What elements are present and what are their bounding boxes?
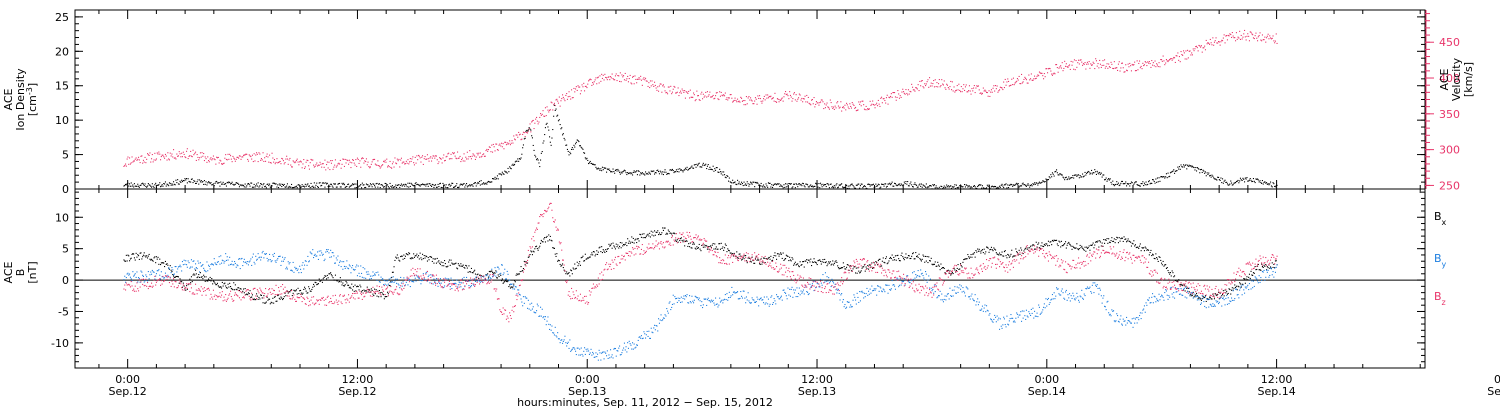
field-axis-tick-label: 5 [62, 243, 69, 256]
velocity-axis-tick-label: 350 [1439, 108, 1460, 121]
field-axis-title-line: [nT] [26, 261, 39, 283]
velocity-axis-tick-label: 250 [1439, 179, 1460, 192]
velocity-axis-tick-label: 450 [1439, 36, 1460, 49]
density-axis-tick-label: 25 [55, 11, 69, 24]
field-axis-tick-label: -10 [51, 337, 69, 350]
density-axis-tick-label: 0 [62, 183, 69, 196]
density-axis-tick-label: 5 [62, 149, 69, 162]
date-tick-label: Sep.12 [109, 385, 147, 398]
density-axis-title-line: [cm-3] [25, 83, 40, 116]
velocity-axis-title-line: [km/s] [1462, 62, 1475, 97]
date-tick-label: Sep.15 [1487, 385, 1500, 398]
date-tick-label: Sep.12 [338, 385, 376, 398]
field-axis-tick-label: 10 [55, 211, 69, 224]
velocity-axis-tick-label: 300 [1439, 144, 1460, 157]
legend-bz: Bz [1434, 290, 1446, 307]
field-axis-tick-label: -5 [58, 305, 69, 318]
field-axis-tick-label: 0 [62, 274, 69, 287]
legend-by: By [1434, 252, 1447, 269]
velocity-series [123, 30, 1277, 171]
series-bz [123, 203, 1277, 323]
date-tick-label: Sep.14 [1028, 385, 1066, 398]
density-axis-tick-label: 20 [55, 45, 69, 58]
time-axis-title: hours:minutes, Sep. 11, 2012 − Sep. 15, … [517, 396, 773, 409]
date-tick-label: Sep.13 [798, 385, 836, 398]
time-axis: 0:00Sep.1212:00Sep.120:00Sep.1312:00Sep.… [99, 10, 1500, 409]
density-series [123, 105, 1277, 190]
density-axis-tick-label: 10 [55, 114, 69, 127]
density-axis-tick-label: 15 [55, 80, 69, 93]
bottom-panel-frame [75, 189, 1425, 368]
series-by [123, 249, 1277, 361]
legend-bx: Bx [1434, 210, 1447, 227]
date-tick-label: Sep.14 [1257, 385, 1295, 398]
